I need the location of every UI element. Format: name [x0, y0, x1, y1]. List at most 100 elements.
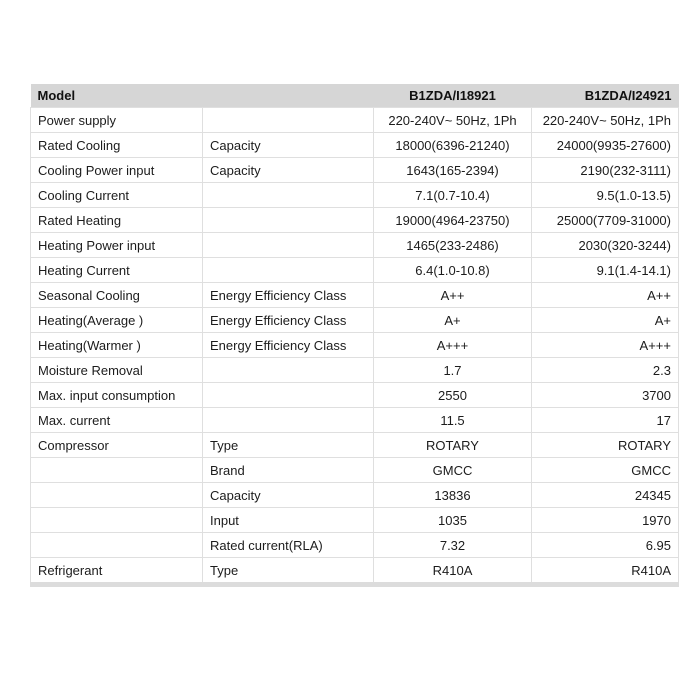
row-label-cell — [30, 482, 203, 508]
value-cell-model2: 25000(7709-31000) — [531, 207, 679, 233]
value-cell-model2: 24000(9935-27600) — [531, 132, 679, 158]
value-cell-model1: 2550 — [373, 382, 532, 408]
row-label-cell: Heating Power input — [30, 232, 203, 258]
header-model1-name: B1ZDA/I18921 — [373, 84, 532, 108]
table-row: Heating(Average ) Energy Efficiency Class… — [30, 307, 679, 333]
table-row: Input 1035 1970 — [30, 507, 679, 533]
table-row: Moisture Removal 1.7 2.3 — [30, 357, 679, 383]
row-label-cell: Power supply — [30, 107, 203, 133]
row-label-cell: Heating(Average ) — [30, 307, 203, 333]
table-row: Max. current 11.5 17 — [30, 407, 679, 433]
header-model-label: Model — [30, 84, 203, 108]
value-cell-model1: 1035 — [373, 507, 532, 533]
sub-label-cell: Capacity — [202, 482, 374, 508]
sub-label-cell: Brand — [202, 457, 374, 483]
spec-table-body: Power supply 220-240V~ 50Hz, 1Ph 220-240V~… — [30, 107, 679, 585]
value-cell-model2: GMCC — [531, 457, 679, 483]
table-row: Seasonal Cooling Energy Efficiency Class A… — [30, 282, 679, 308]
table-row: Brand GMCC GMCC — [30, 457, 679, 483]
value-cell-model2: 9.5(1.0-13.5) — [531, 182, 679, 208]
sub-label-cell — [202, 407, 374, 433]
sub-label-cell: Type — [202, 557, 374, 585]
value-cell-model1: R410A — [373, 557, 532, 585]
row-label-cell — [30, 507, 203, 533]
sub-label-cell: Input — [202, 507, 374, 533]
value-cell-model2: 1970 — [531, 507, 679, 533]
row-label-cell: Seasonal Cooling — [30, 282, 203, 308]
value-cell-model2: 2190(232-3111) — [531, 157, 679, 183]
value-cell-model1: 7.1(0.7-10.4) — [373, 182, 532, 208]
table-row: Rated Heating 19000(4964-23750) 25000(7709… — [30, 207, 679, 233]
row-label-cell: Moisture Removal — [30, 357, 203, 383]
row-label-cell: Rated Heating — [30, 207, 203, 233]
value-cell-model1: A+++ — [373, 332, 532, 358]
value-cell-model2: A+++ — [531, 332, 679, 358]
value-cell-model2: A++ — [531, 282, 679, 308]
sub-label-cell: Energy Efficiency Class — [202, 332, 374, 358]
value-cell-model2: 24345 — [531, 482, 679, 508]
value-cell-model2: 2030(320-3244) — [531, 232, 679, 258]
sub-label-cell — [202, 382, 374, 408]
table-row: Refrigerant Type R410A R410A — [30, 557, 679, 585]
value-cell-model1: A++ — [373, 282, 532, 308]
value-cell-model1: GMCC — [373, 457, 532, 483]
sub-label-cell — [202, 107, 374, 133]
value-cell-model2: 2.3 — [531, 357, 679, 383]
row-label-cell: Compressor — [30, 432, 203, 458]
sub-label-cell: Type — [202, 432, 374, 458]
sub-label-cell — [202, 232, 374, 258]
value-cell-model1: 6.4(1.0-10.8) — [373, 257, 532, 283]
header-model2-name: B1ZDA/I24921 — [531, 84, 679, 108]
row-label-cell: Cooling Current — [30, 182, 203, 208]
value-cell-model2: 6.95 — [531, 532, 679, 558]
value-cell-model1: 7.32 — [373, 532, 532, 558]
value-cell-model1: ROTARY — [373, 432, 532, 458]
sub-label-cell: Capacity — [202, 157, 374, 183]
row-label-cell: Cooling Power input — [30, 157, 203, 183]
sub-label-cell — [202, 207, 374, 233]
header-empty-cell — [202, 84, 374, 108]
value-cell-model1: 18000(6396-21240) — [373, 132, 532, 158]
value-cell-model2: 3700 — [531, 382, 679, 408]
value-cell-model1: 1465(233-2486) — [373, 232, 532, 258]
spec-table-container: Model B1ZDA/I18921 B1ZDA/I24921 Power su… — [30, 84, 679, 587]
table-row: Capacity 13836 24345 — [30, 482, 679, 508]
value-cell-model1: 19000(4964-23750) — [373, 207, 532, 233]
row-label-cell: Max. current — [30, 407, 203, 433]
sub-label-cell — [202, 182, 374, 208]
sub-label-cell — [202, 257, 374, 283]
value-cell-model2: R410A — [531, 557, 679, 585]
table-row: Cooling Current 7.1(0.7-10.4) 9.5(1.0-13.5… — [30, 182, 679, 208]
table-row: Compressor Type ROTARY ROTARY — [30, 432, 679, 458]
sub-label-cell: Energy Efficiency Class — [202, 282, 374, 308]
row-label-cell — [30, 457, 203, 483]
spec-table-header: Model B1ZDA/I18921 B1ZDA/I24921 — [30, 84, 679, 108]
table-row: Rated Cooling Capacity 18000(6396-21240) 24… — [30, 132, 679, 158]
row-label-cell — [30, 532, 203, 558]
value-cell-model2: 220-240V~ 50Hz, 1Ph — [531, 107, 679, 133]
table-row: Rated current(RLA) 7.32 6.95 — [30, 532, 679, 558]
row-label-cell: Rated Cooling — [30, 132, 203, 158]
table-row: Heating Power input 1465(233-2486) 2030(32… — [30, 232, 679, 258]
table-row: Max. input consumption 2550 3700 — [30, 382, 679, 408]
table-row: Power supply 220-240V~ 50Hz, 1Ph 220-240V~… — [30, 107, 679, 133]
value-cell-model2: A+ — [531, 307, 679, 333]
value-cell-model1: 1.7 — [373, 357, 532, 383]
table-row: Heating Current 6.4(1.0-10.8) 9.1(1.4-14.1… — [30, 257, 679, 283]
value-cell-model2: 9.1(1.4-14.1) — [531, 257, 679, 283]
sub-label-cell: Rated current(RLA) — [202, 532, 374, 558]
value-cell-model1: 220-240V~ 50Hz, 1Ph — [373, 107, 532, 133]
table-row: Heating(Warmer ) Energy Efficiency Class A… — [30, 332, 679, 358]
table-row: Cooling Power input Capacity 1643(165-2394… — [30, 157, 679, 183]
row-label-cell: Max. input consumption — [30, 382, 203, 408]
sub-label-cell: Capacity — [202, 132, 374, 158]
value-cell-model1: 13836 — [373, 482, 532, 508]
value-cell-model2: ROTARY — [531, 432, 679, 458]
value-cell-model1: 1643(165-2394) — [373, 157, 532, 183]
value-cell-model1: 11.5 — [373, 407, 532, 433]
header-row: Model B1ZDA/I18921 B1ZDA/I24921 — [30, 84, 679, 108]
value-cell-model1: A+ — [373, 307, 532, 333]
row-label-cell: Refrigerant — [30, 557, 203, 585]
spec-table: Model B1ZDA/I18921 B1ZDA/I24921 Power su… — [30, 84, 679, 587]
